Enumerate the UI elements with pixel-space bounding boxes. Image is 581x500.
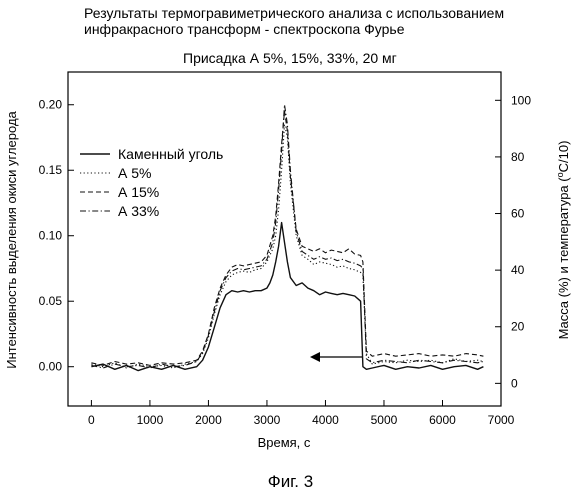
y2-tick-label: 20	[511, 320, 525, 334]
y2-tick-label: 0	[511, 376, 518, 390]
x-tick-label: 7000	[488, 413, 515, 427]
y2-axis-label: Масса (%) и температура (oС/10)	[555, 141, 571, 340]
x-tick-label: 1000	[137, 413, 164, 427]
legend-label: А 15%	[118, 184, 159, 200]
x-tick-label: 6000	[429, 413, 456, 427]
legend: Каменный уголь А 5% А 15% А 33%	[80, 146, 223, 219]
y-tick-label: 0.20	[39, 98, 63, 112]
y-axis-label: Интенсивность выделения окиси углерода	[4, 110, 19, 368]
x-tick-label: 2000	[195, 413, 222, 427]
series-line-4	[91, 105, 483, 368]
figure-caption: Фиг. 3	[0, 472, 581, 492]
x-tick-label: 3000	[254, 413, 281, 427]
arrow-head	[310, 352, 320, 362]
tga-chart: 010002000300040005000600070000.000.050.1…	[0, 0, 581, 470]
y-tick-label: 0.15	[39, 163, 63, 177]
legend-label: А 33%	[118, 203, 159, 219]
x-tick-label: 5000	[371, 413, 398, 427]
y-tick-label: 0.10	[39, 229, 63, 243]
y2-tick-label: 100	[511, 93, 531, 107]
y2-tick-label: 60	[511, 207, 525, 221]
legend-label: Каменный уголь	[118, 146, 223, 162]
y-tick-label: 0.00	[39, 360, 63, 374]
x-tick-label: 0	[88, 413, 95, 427]
y2-tick-label: 40	[511, 263, 525, 277]
x-tick-label: 4000	[312, 413, 339, 427]
y2-tick-label: 80	[511, 150, 525, 164]
legend-label: А 5%	[118, 165, 151, 181]
series-line-1	[91, 223, 483, 371]
y-tick-label: 0.05	[39, 294, 63, 308]
x-axis-label: Время, с	[258, 435, 311, 450]
